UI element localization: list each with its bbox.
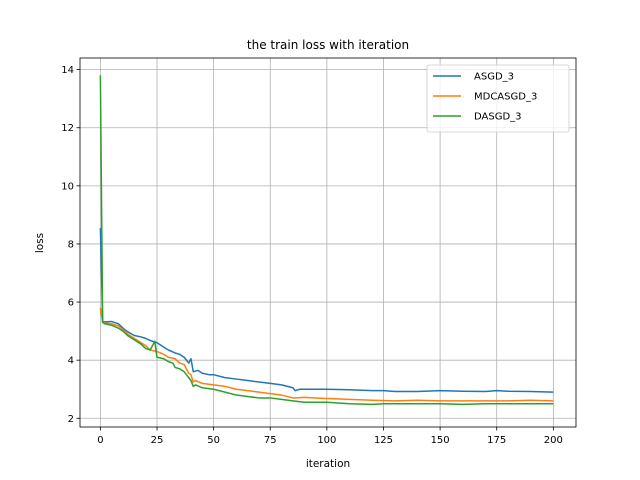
y-tick-label: 14 (61, 65, 74, 76)
series-line-mdcasgd-3 (99, 307, 554, 402)
y-tick-label: 8 (68, 239, 74, 250)
legend: ASGD_3 MDCASGD_3 DASGD_3 (426, 64, 570, 133)
legend-label: MDCASGD_3 (474, 92, 537, 103)
y-tick-label: 10 (61, 181, 74, 192)
legend-label: ASGD_3 (474, 72, 514, 83)
chart-title: the train loss with iteration (247, 38, 409, 52)
y-axis-ticks: 2 4 6 8 10 12 14 (61, 65, 80, 425)
x-tick-label: 0 (97, 435, 103, 446)
plot-frame (79, 57, 577, 428)
x-tick-label: 100 (317, 435, 336, 446)
x-tick-label: 175 (487, 435, 506, 446)
x-tick-label: 150 (431, 435, 450, 446)
series-line-dasgd-3 (99, 75, 554, 406)
x-axis-ticks: 0 25 50 75 100 125 150 175 200 (97, 427, 563, 446)
y-tick-label: 4 (68, 356, 74, 367)
x-axis-label: iteration (306, 458, 350, 470)
x-tick-label: 25 (151, 435, 164, 446)
y-tick-label: 6 (68, 298, 74, 309)
x-tick-label: 50 (207, 435, 220, 446)
x-tick-label: 75 (264, 435, 277, 446)
series-line-asgd-3 (99, 227, 554, 393)
y-tick-label: 2 (68, 414, 74, 425)
y-axis-label: loss (34, 233, 46, 253)
series-lines (99, 75, 554, 406)
x-tick-label: 200 (544, 435, 563, 446)
legend-box (426, 64, 570, 133)
legend-label: DASGD_3 (474, 112, 522, 123)
x-tick-label: 125 (374, 435, 393, 446)
y-tick-label: 12 (61, 123, 74, 134)
